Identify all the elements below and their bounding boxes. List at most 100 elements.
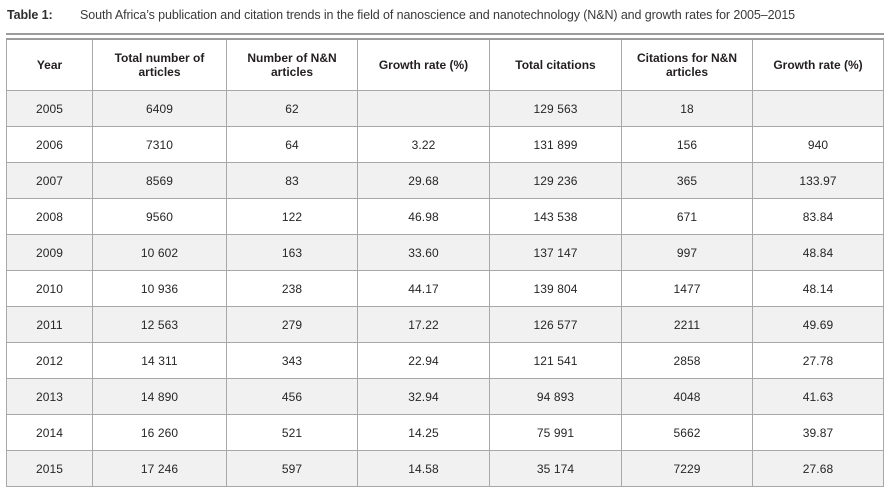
table-cell: 671: [621, 198, 753, 235]
column-header: Total citations: [489, 38, 622, 91]
table-cell: 131 899: [489, 126, 622, 163]
table-cell: 14.25: [357, 414, 490, 451]
table-cell: 521: [226, 414, 358, 451]
table-cell: 41.63: [752, 378, 884, 415]
table-cell: 27.78: [752, 342, 884, 379]
table-cell: 33.60: [357, 234, 490, 271]
table-cell: 143 538: [489, 198, 622, 235]
table-cell: 94 893: [489, 378, 622, 415]
table-cell: 48.84: [752, 234, 884, 271]
data-table-wrapper: Year Total number of articles Number of N&…: [6, 33, 884, 487]
table-cell: 163: [226, 234, 358, 271]
table-row: 2010 10 936 238 44.17 139 804 1477 48.14: [6, 270, 884, 307]
table-row: 2013 14 890 456 32.94 94 893 4048 41.63: [6, 378, 884, 415]
table-cell: 8569: [92, 162, 227, 199]
table-cell: 46.98: [357, 198, 490, 235]
table-cell: 940: [752, 126, 884, 163]
table-cell: 238: [226, 270, 358, 307]
table-cell: 139 804: [489, 270, 622, 307]
column-header: Number of N&N articles: [226, 38, 358, 91]
table-row: 2014 16 260 521 14.25 75 991 5662 39.87: [6, 414, 884, 451]
table-cell: 18: [621, 90, 753, 127]
table-header: Year Total number of articles Number of N&…: [6, 38, 884, 91]
column-header: Citations for N&N articles: [621, 38, 753, 91]
table-row: 2007 8569 83 29.68 129 236 365 133.97: [6, 162, 884, 199]
table-cell: 456: [226, 378, 358, 415]
table-cell: 121 541: [489, 342, 622, 379]
column-header: Year: [6, 38, 93, 91]
table-cell: 133.97: [752, 162, 884, 199]
table-row: 2011 12 563 279 17.22 126 577 2211 49.69: [6, 306, 884, 343]
table-cell: 7310: [92, 126, 227, 163]
table-cell: 12 563: [92, 306, 227, 343]
table-row: 2009 10 602 163 33.60 137 147 997 48.84: [6, 234, 884, 271]
column-header: Growth rate (%): [357, 38, 490, 91]
table-cell: 17 246: [92, 450, 227, 487]
table-cell: 2011: [6, 306, 93, 343]
table-caption-text: South Africa’s publication and citation …: [80, 8, 796, 22]
data-table: Year Total number of articles Number of N&…: [6, 38, 884, 487]
table-caption: Table 1: South Africa’s publication and …: [6, 7, 884, 23]
table-cell: 2012: [6, 342, 93, 379]
table-cell: 29.68: [357, 162, 490, 199]
table-cell: 27.68: [752, 450, 884, 487]
table-row: 2008 9560 122 46.98 143 538 671 83.84: [6, 198, 884, 235]
table-cell: 2007: [6, 162, 93, 199]
table-cell: 7229: [621, 450, 753, 487]
table-cell: 14.58: [357, 450, 490, 487]
table-cell: 129 236: [489, 162, 622, 199]
table-cell: 10 936: [92, 270, 227, 307]
table-cell: 14 890: [92, 378, 227, 415]
table-cell: 6409: [92, 90, 227, 127]
table-caption-label: Table 1:: [7, 8, 53, 22]
table-cell: 32.94: [357, 378, 490, 415]
table-cell: 2015: [6, 450, 93, 487]
table-cell: 2014: [6, 414, 93, 451]
table-row: 2005 6409 62 129 563 18: [6, 90, 884, 127]
table-cell: 83: [226, 162, 358, 199]
table-cell: 35 174: [489, 450, 622, 487]
table-cell: 3.22: [357, 126, 490, 163]
table-row: 2012 14 311 343 22.94 121 541 2858 27.78: [6, 342, 884, 379]
column-header: Total number of articles: [92, 38, 227, 91]
table-cell: 16 260: [92, 414, 227, 451]
table-cell: [357, 90, 490, 127]
table-cell: 2005: [6, 90, 93, 127]
column-header: Growth rate (%): [752, 38, 884, 91]
table-cell: 279: [226, 306, 358, 343]
table-cell: 2013: [6, 378, 93, 415]
table-cell: 2008: [6, 198, 93, 235]
table-cell: 83.84: [752, 198, 884, 235]
table-header-row: Year Total number of articles Number of N&…: [6, 38, 884, 91]
table-cell: 597: [226, 450, 358, 487]
table-cell: 2010: [6, 270, 93, 307]
table-cell: 39.87: [752, 414, 884, 451]
table-cell: 5662: [621, 414, 753, 451]
table-cell: 137 147: [489, 234, 622, 271]
table-cell: 126 577: [489, 306, 622, 343]
table-cell: 156: [621, 126, 753, 163]
table-cell: 2858: [621, 342, 753, 379]
table-cell: 997: [621, 234, 753, 271]
table-cell: 129 563: [489, 90, 622, 127]
table-cell: 64: [226, 126, 358, 163]
table-cell: 49.69: [752, 306, 884, 343]
table-cell: 62: [226, 90, 358, 127]
table-row: 2006 7310 64 3.22 131 899 156 940: [6, 126, 884, 163]
table-cell: 343: [226, 342, 358, 379]
table-body: 2005 6409 62 129 563 18 2006 7310 64 3.22 131 899…: [6, 90, 884, 487]
table-cell: 2211: [621, 306, 753, 343]
table-cell: 75 991: [489, 414, 622, 451]
table-cell: 48.14: [752, 270, 884, 307]
table-cell: 17.22: [357, 306, 490, 343]
table-cell: 122: [226, 198, 358, 235]
table-cell: [752, 90, 884, 127]
table-cell: 2006: [6, 126, 93, 163]
table-cell: 2009: [6, 234, 93, 271]
table-cell: 1477: [621, 270, 753, 307]
table-cell: 14 311: [92, 342, 227, 379]
table-cell: 22.94: [357, 342, 490, 379]
table-cell: 44.17: [357, 270, 490, 307]
table-cell: 9560: [92, 198, 227, 235]
